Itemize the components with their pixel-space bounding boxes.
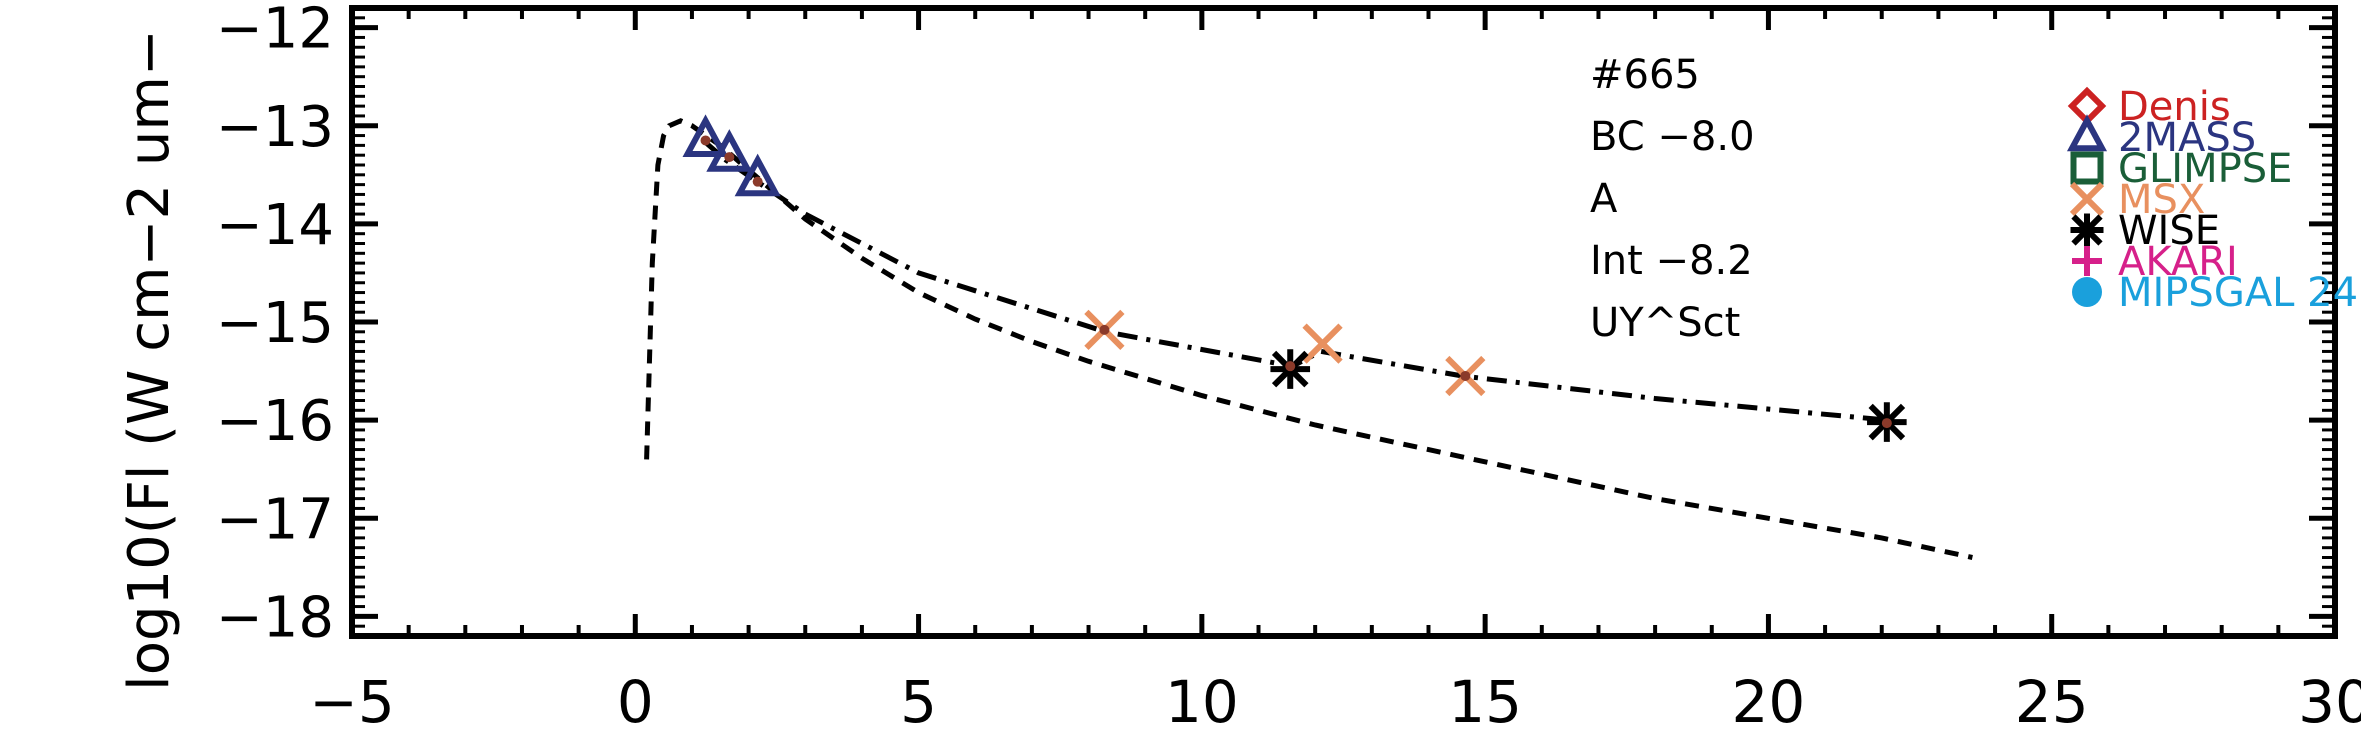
msx-point (1302, 323, 1343, 364)
plot-frame (349, 5, 2338, 639)
legend-label: 2MASS (2118, 115, 2256, 161)
legend-label: MIPSGAL 24 (2118, 270, 2358, 316)
series-lines (644, 118, 1973, 560)
legend-label: GLIMPSE (2118, 146, 2292, 192)
model-photometry-point (1460, 370, 1471, 381)
annotation-line: UY^Sct (1590, 300, 1740, 346)
legend-wise-icon (2070, 213, 2104, 247)
y-tick-label: −14 (216, 193, 334, 258)
y-tick-label: −17 (216, 487, 334, 552)
annotation-line: Int −8.2 (1590, 238, 1753, 284)
2mass-point (706, 129, 753, 172)
legend-label: Denis (2118, 84, 2231, 130)
data-markers (682, 114, 1907, 442)
annotation-line: A (1590, 176, 1618, 222)
y-tick-label: −13 (216, 95, 334, 160)
model-photometry-point (724, 152, 735, 163)
legend-glimpse-icon (2070, 151, 2104, 185)
model-curve (644, 118, 1973, 560)
model-photometry-point (700, 135, 711, 146)
2mass-point (682, 114, 729, 157)
legend-akari-icon (2072, 246, 2102, 276)
legend-label: MSX (2118, 177, 2205, 223)
x-tick-label: 10 (1165, 668, 1239, 736)
annotation-line: BC −8.0 (1590, 114, 1755, 160)
x-axis: −5 0 5 10 15 20 25 30 (309, 8, 2361, 736)
axes-frame (349, 5, 2338, 639)
y-tick-label: −16 (216, 389, 334, 454)
x-tick-label: 5 (900, 668, 937, 736)
legend-2mass-icon (2066, 114, 2108, 152)
2mass-point (734, 153, 781, 197)
y-axis: −18 −17 −16 −15 −14 −13 −12 (216, 0, 2335, 650)
x-tick-label: 25 (2015, 668, 2089, 736)
annotation-line: #665 (1590, 52, 1700, 98)
x-tick-label: 30 (2298, 668, 2361, 736)
model-photometry-point (752, 176, 763, 187)
x-tick-label: 15 (1448, 668, 1522, 736)
x-tick-label: 0 (617, 668, 654, 736)
model-photometry-point (1285, 361, 1296, 372)
legend-label: AKARI (2118, 239, 2238, 285)
x-tick-label: −5 (309, 668, 395, 736)
annotations: #665 BC −8.0 A Int −8.2 UY^Sct (1590, 52, 1755, 346)
y-axis-label: log10(Fl (W cm−2 um− (117, 29, 182, 691)
model-photometry-point (1881, 418, 1892, 429)
y-tick-label: −15 (216, 291, 334, 356)
legend-label: WISE (2118, 208, 2220, 254)
model-photometry-point (1099, 324, 1110, 335)
y-tick-label: −18 (216, 585, 334, 650)
legend-mipsgal-24-icon (2072, 277, 2102, 307)
legend-msx-icon (2069, 181, 2105, 217)
y-tick-label: −12 (216, 0, 334, 62)
x-tick-label: 20 (1732, 668, 1806, 736)
